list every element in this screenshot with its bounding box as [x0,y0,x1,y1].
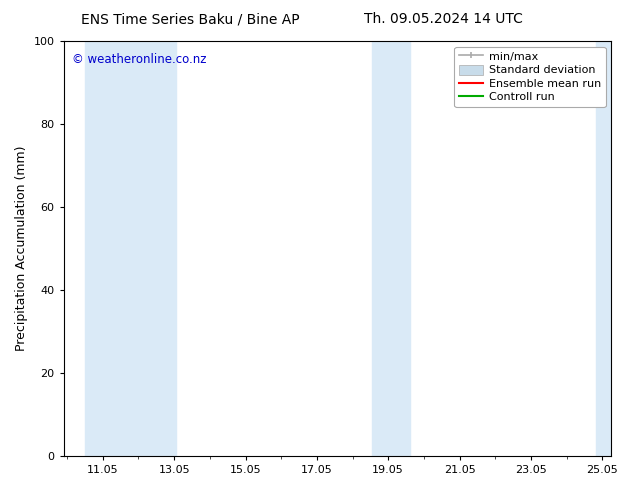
Legend: min/max, Standard deviation, Ensemble mean run, Controll run: min/max, Standard deviation, Ensemble me… [455,47,605,107]
Y-axis label: Precipitation Accumulation (mm): Precipitation Accumulation (mm) [15,146,28,351]
Text: ENS Time Series Baku / Bine AP: ENS Time Series Baku / Bine AP [81,12,299,26]
Text: © weatheronline.co.nz: © weatheronline.co.nz [72,53,206,67]
Bar [85,41,176,456]
Bar [596,41,611,456]
Bar [372,41,410,456]
Text: Th. 09.05.2024 14 UTC: Th. 09.05.2024 14 UTC [365,12,523,26]
